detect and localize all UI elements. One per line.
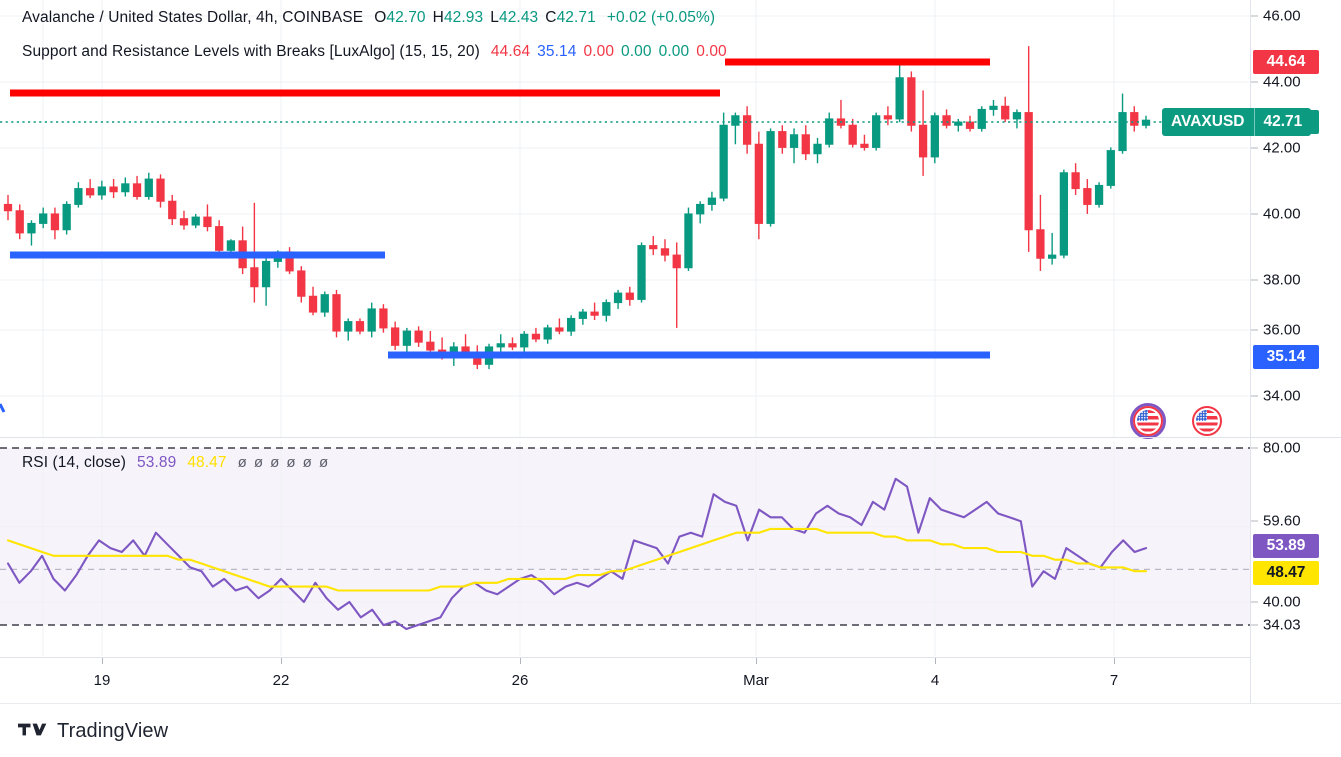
last-price-value: 42.71 <box>1263 113 1303 130</box>
time-axis-tick-label: 4 <box>930 672 940 689</box>
time-axis-tick-mark <box>1114 658 1115 664</box>
economic-event-flag-icon-2[interactable] <box>1192 406 1222 436</box>
rsi-na-5: ø <box>302 454 312 471</box>
time-axis-tick-mark <box>281 658 282 664</box>
axis-tick-mark <box>1251 395 1258 397</box>
rsi-name: RSI (14, close) <box>22 454 127 471</box>
price-chart-pane[interactable]: Avalanche / United States Dollar, 4h, CO… <box>0 0 1312 439</box>
indicator-value-3: 0.00 <box>658 43 690 60</box>
last-price-symbol: AVAXUSD <box>1171 113 1245 130</box>
price-axis-tick-label: 34.00 <box>1263 387 1301 405</box>
rsi-axis-value-badge: 48.47 <box>1253 561 1319 585</box>
axis-tick-mark <box>1251 15 1258 17</box>
high-value: 42.93 <box>443 9 484 26</box>
indicator-resistance-value: 44.64 <box>490 43 531 60</box>
indicator-support-value: 35.14 <box>537 43 577 60</box>
rsi-na-3: ø <box>270 454 280 471</box>
time-axis-tick-mark <box>756 658 757 664</box>
open-key: O <box>374 9 387 26</box>
tradingview-mark-icon <box>18 723 47 735</box>
price-axis[interactable]: 46.00 44.00 42.00 40.00 38.00 36.00 34.00 80.00… <box>1250 0 1341 703</box>
rsi-chart-canvas <box>0 441 1250 656</box>
time-axis-tick-label: 26 <box>511 672 529 689</box>
axis-section-divider <box>1251 437 1341 438</box>
rsi-axis-value-badge: 53.89 <box>1253 534 1319 558</box>
price-axis-level-badge: 44.64 <box>1253 50 1319 74</box>
last-price-badge: AVAXUSD 42.71 <box>1162 108 1312 136</box>
us-flag-icon <box>1137 410 1159 432</box>
time-axis-tick-label: 19 <box>93 672 111 689</box>
rsi-na-2: ø <box>253 454 264 471</box>
axis-tick-mark <box>1251 329 1258 331</box>
rsi-axis-tick-label: 80.00 <box>1263 439 1301 457</box>
price-axis-tick-label: 40.00 <box>1263 205 1301 223</box>
high-key: H <box>432 9 444 26</box>
time-axis-tick-label: 22 <box>272 672 290 689</box>
axis-tick-mark <box>1251 279 1258 281</box>
time-axis-tick-label: 7 <box>1109 672 1119 689</box>
axis-tick-mark <box>1251 81 1258 83</box>
rsi-indicator-pane[interactable]: RSI (14, close) 53.89 48.47 ø ø ø ø ø ø <box>0 441 1250 656</box>
time-axis-tick-mark <box>102 658 103 664</box>
indicator-value-2: 0.00 <box>621 43 652 60</box>
price-axis-tick-label: 36.00 <box>1263 321 1301 339</box>
symbol-title: Avalanche / United States Dollar, 4h, CO… <box>22 9 364 26</box>
low-key: L <box>490 9 499 26</box>
axis-tick-mark <box>1251 601 1258 603</box>
rsi-axis-tick-label: 34.03 <box>1263 616 1301 634</box>
rsi-na-4: ø <box>286 454 296 471</box>
tradingview-wordmark: TradingView <box>57 720 169 742</box>
axis-tick-mark <box>1251 147 1258 149</box>
chart-legend-symbol[interactable]: Avalanche / United States Dollar, 4h, CO… <box>22 10 715 26</box>
footer-bar: TradingView <box>0 703 1341 757</box>
badge-divider <box>1253 108 1255 136</box>
indicator-value-1: 0.00 <box>583 43 615 60</box>
price-axis-tick-label: 42.00 <box>1263 139 1301 157</box>
axis-tick-mark <box>1251 447 1258 449</box>
rsi-na-1: ø <box>237 454 247 471</box>
tradingview-logo[interactable]: TradingView <box>18 720 168 743</box>
low-value: 42.43 <box>498 9 539 26</box>
price-axis-level-badge: 35.14 <box>1253 345 1319 369</box>
price-axis-tick-label: 46.00 <box>1263 7 1301 25</box>
us-flag-icon-2 <box>1196 410 1218 432</box>
close-key: C <box>545 9 557 26</box>
open-value: 42.70 <box>386 9 426 26</box>
price-axis-tick-label: 44.00 <box>1263 73 1301 91</box>
close-value: 42.71 <box>556 9 596 26</box>
rsi-na-6: ø <box>318 454 329 471</box>
price-chart-canvas <box>0 0 1250 437</box>
pane-separator[interactable] <box>0 437 1250 438</box>
indicator-name: Support and Resistance Levels with Break… <box>22 43 480 60</box>
indicator-legend[interactable]: Support and Resistance Levels with Break… <box>22 44 727 60</box>
axis-tick-mark <box>1251 520 1258 522</box>
change-value: +0.02 (+0.05%) <box>606 9 716 26</box>
price-axis-tick-label: 38.00 <box>1263 271 1301 289</box>
time-axis-tick-label: Mar <box>743 672 769 689</box>
rsi-legend[interactable]: RSI (14, close) 53.89 48.47 ø ø ø ø ø ø <box>22 455 328 471</box>
time-axis-tick-mark <box>520 658 521 664</box>
axis-tick-mark <box>1251 624 1258 626</box>
rsi-axis-tick-label: 59.60 <box>1263 512 1301 530</box>
economic-event-flag-icon[interactable] <box>1130 403 1166 439</box>
indicator-value-4: 0.00 <box>696 43 727 60</box>
rsi-value: 53.89 <box>137 454 177 471</box>
rsi-ma-value: 48.47 <box>187 454 227 471</box>
time-axis[interactable]: 19 22 26 Mar 4 7 <box>0 657 1250 704</box>
time-axis-tick-mark <box>935 658 936 664</box>
rsi-axis-tick-label: 40.00 <box>1263 593 1301 611</box>
axis-tick-mark <box>1251 213 1258 215</box>
